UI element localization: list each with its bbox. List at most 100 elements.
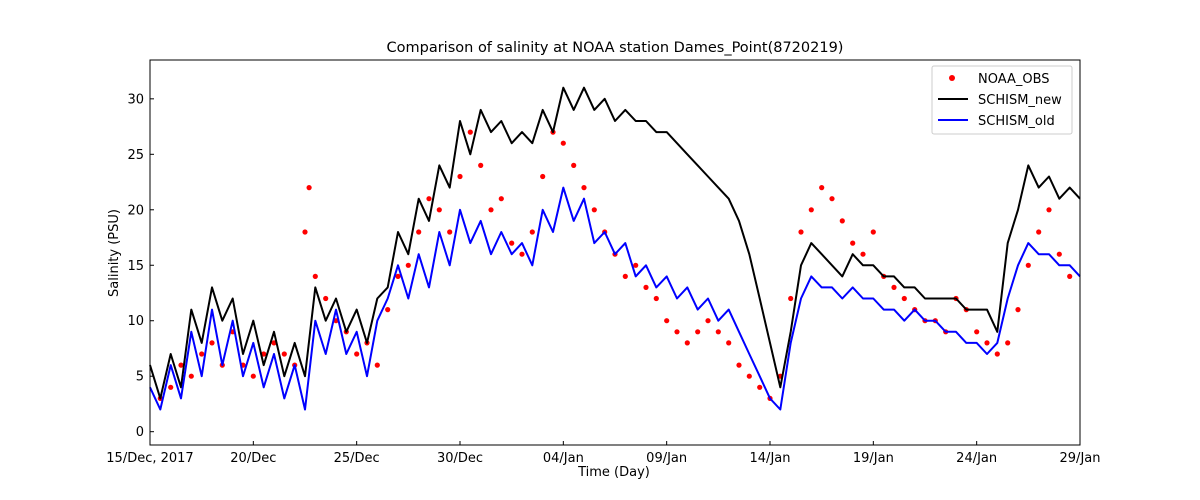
- obs-point: [860, 251, 866, 257]
- obs-point: [509, 240, 515, 246]
- obs-point: [994, 351, 1000, 357]
- obs-point: [726, 340, 732, 346]
- obs-point: [488, 207, 494, 213]
- obs-point: [302, 229, 308, 235]
- y-axis: 0 5 10 15 20 25 30: [127, 92, 154, 440]
- obs-point: [1046, 207, 1052, 213]
- obs-point: [457, 173, 463, 180]
- obs-point: [850, 240, 856, 246]
- y-tick-label: 30: [127, 92, 144, 107]
- obs-point: [581, 185, 587, 191]
- obs-point: [306, 185, 312, 191]
- y-tick-label: 0: [136, 425, 144, 440]
- obs-point: [209, 340, 215, 346]
- x-tick-label: 29/Jan: [1060, 451, 1101, 466]
- obs-point: [467, 129, 473, 135]
- obs-point: [1056, 251, 1062, 257]
- legend-label-noaa-obs: NOAA_OBS: [978, 72, 1050, 87]
- obs-point: [426, 196, 432, 202]
- x-tick-label: 25/Dec: [334, 451, 380, 466]
- x-tick-label: 20/Dec: [230, 451, 276, 466]
- obs-point: [1005, 340, 1011, 346]
- obs-point: [168, 384, 174, 390]
- obs-point: [281, 351, 287, 357]
- obs-point: [695, 329, 701, 335]
- obs-point: [498, 196, 504, 202]
- obs-point: [788, 295, 794, 302]
- obs-point: [1025, 262, 1031, 268]
- x-tick-label: 30/Dec: [437, 451, 483, 466]
- obs-point: [984, 340, 990, 346]
- legend-label-schism-old: SCHISM_old: [978, 114, 1055, 129]
- obs-point: [188, 373, 194, 379]
- y-axis-label: Salinity (PSU): [107, 209, 122, 297]
- x-axis: 15/Dec, 2017 20/Dec 25/Dec 30/Dec 04/Jan 09/J…: [106, 441, 1100, 466]
- obs-point: [622, 273, 628, 279]
- x-tick-label: 04/Jan: [543, 451, 584, 466]
- obs-point: [250, 373, 256, 379]
- obs-point: [715, 329, 721, 335]
- x-tick-label: 15/Dec, 2017: [106, 451, 193, 466]
- obs-point: [519, 251, 525, 257]
- obs-point: [808, 207, 814, 213]
- y-tick-label: 5: [136, 370, 144, 385]
- x-tick-label: 24/Jan: [956, 451, 997, 466]
- chart-title: Comparison of salinity at NOAA station D…: [387, 40, 844, 56]
- legend-box: [931, 65, 1073, 135]
- obs-point: [405, 262, 411, 268]
- x-tick-label: 19/Jan: [853, 451, 894, 466]
- obs-point: [571, 162, 577, 168]
- obs-point: [447, 229, 453, 235]
- y-tick-label: 20: [127, 203, 144, 218]
- obs-point: [757, 384, 763, 390]
- series-layer: [149, 86, 1081, 411]
- obs-point: [540, 173, 546, 180]
- obs-point: [478, 162, 484, 168]
- obs-point: [643, 284, 649, 290]
- x-tick-label: 14/Jan: [750, 451, 791, 466]
- obs-point: [416, 229, 422, 235]
- obs-point: [839, 218, 845, 224]
- obs-point: [684, 340, 690, 346]
- y-tick-label: 15: [127, 259, 144, 274]
- obs-point: [653, 295, 659, 302]
- obs-point: [1067, 273, 1073, 279]
- obs-point: [1015, 307, 1021, 313]
- obs-point: [1036, 229, 1042, 235]
- obs-point: [746, 373, 752, 379]
- obs-point: [674, 329, 680, 335]
- obs-point: [705, 318, 711, 324]
- series-line-schism-old: [149, 186, 1081, 411]
- legend-label-schism-new: SCHISM_new: [978, 93, 1062, 108]
- obs-point: [199, 351, 205, 357]
- obs-point: [178, 362, 184, 368]
- obs-point: [901, 295, 907, 302]
- obs-point: [829, 196, 835, 202]
- obs-point: [323, 295, 329, 302]
- y-tick-label: 25: [127, 148, 144, 163]
- obs-point: [395, 273, 401, 279]
- obs-point: [354, 351, 360, 357]
- y-tick-label: 10: [127, 314, 144, 329]
- obs-point: [891, 284, 897, 290]
- obs-point: [374, 362, 380, 368]
- obs-point: [591, 207, 597, 213]
- obs-point: [529, 229, 535, 235]
- obs-point: [870, 229, 876, 235]
- series-line-schism-new: [149, 86, 1081, 400]
- obs-point: [974, 329, 980, 335]
- obs-point: [664, 318, 670, 324]
- obs-point: [560, 140, 566, 146]
- plot-area-frame: [149, 59, 1081, 446]
- x-axis-label: Time (Day): [577, 465, 650, 480]
- obs-point: [312, 273, 318, 279]
- x-tick-label: 09/Jan: [646, 451, 687, 466]
- obs-point: [633, 262, 639, 268]
- legend: NOAA_OBS SCHISM_new SCHISM_old: [931, 65, 1073, 135]
- obs-point: [819, 185, 825, 191]
- obs-point: [798, 229, 804, 235]
- obs-point: [385, 307, 391, 313]
- legend-marker-noaa-obs: [949, 75, 955, 81]
- obs-point: [436, 207, 442, 213]
